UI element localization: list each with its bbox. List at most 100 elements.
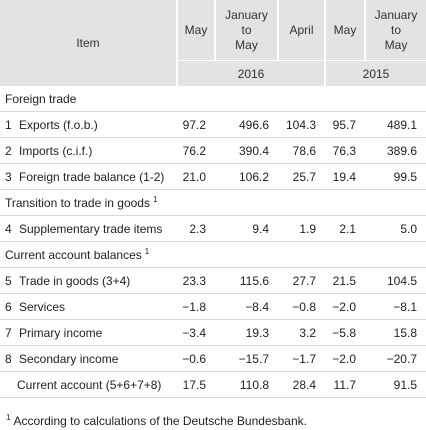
value-cell: 389.6 <box>365 137 426 164</box>
data-row: 8 Secondary income −0.6 −15.7 −1.7 −2.0 −20.7 <box>0 345 426 372</box>
data-row: 3 Foreign trade balance (1-2) 21.0 106.2 25.… <box>0 163 426 190</box>
table-body: Foreign trade 1 Exports (f.o.b.) 97.2 496.6 1… <box>0 86 426 398</box>
footnote-mark: 1 <box>6 413 11 422</box>
row-text: Services <box>19 299 66 314</box>
section-text: Current account balances <box>5 248 142 262</box>
row-number: 7 <box>5 325 12 340</box>
value-cell: 1.9 <box>278 215 325 242</box>
row-number: 6 <box>5 299 12 314</box>
row-text: Exports (f.o.b.) <box>19 117 98 132</box>
value-cell: 390.4 <box>215 137 278 164</box>
data-row: 2 Imports (c.i.f.) 76.2 390.4 78.6 76.3 389.6 <box>0 137 426 164</box>
header-line: May <box>333 22 357 37</box>
value-cell: −1.8 <box>177 293 215 320</box>
section-row: Foreign trade <box>0 86 426 112</box>
row-text: Trade in goods (3+4) <box>19 273 131 288</box>
row-number: 2 <box>5 143 12 158</box>
row-text: Primary income <box>19 325 103 340</box>
data-row: 7 Primary income −3.4 19.3 3.2 −5.8 15.8 <box>0 319 426 346</box>
header-line: May <box>384 37 408 52</box>
header-cell: May <box>176 0 215 61</box>
row-label: 1 Exports (f.o.b.) <box>0 111 177 138</box>
header-cell: May <box>324 0 365 61</box>
row-text: Foreign trade balance (1-2) <box>19 169 165 184</box>
header-cell: April <box>277 0 325 61</box>
value-cell: −20.7 <box>365 345 426 372</box>
value-cell: 489.1 <box>365 111 426 138</box>
row-number: 4 <box>5 221 12 236</box>
footnote-ref: 1 <box>144 247 150 256</box>
value-cell: 23.3 <box>177 267 215 294</box>
section-row: Current account balances 1 <box>0 241 426 268</box>
row-label: 6 Services <box>0 293 177 320</box>
value-cell: 110.8 <box>215 371 278 398</box>
value-cell: 91.5 <box>365 371 426 398</box>
value-cell: −0.8 <box>278 293 325 320</box>
header-cell: Item <box>0 0 177 86</box>
value-cell: 115.6 <box>215 267 278 294</box>
section-row: Transition to trade in goods 1 <box>0 189 426 216</box>
value-cell: −8.1 <box>365 293 426 320</box>
row-number: 1 <box>5 117 12 132</box>
row-text: Supplementary trade items <box>19 221 163 236</box>
data-row: Current account (5+6+7+8) 17.5 110.8 28.4 11… <box>0 371 426 398</box>
row-label: 2 Imports (c.i.f.) <box>0 137 177 164</box>
footnote-text: According to calculations of the Deutsch… <box>13 414 307 428</box>
row-text: Secondary income <box>19 351 119 366</box>
value-cell: −15.7 <box>215 345 278 372</box>
value-cell: 2.3 <box>177 215 215 242</box>
trade-table: Item May January to May April May January to May 2… <box>0 0 426 398</box>
data-row: 5 Trade in goods (3+4) 23.3 115.6 27.7 21.5 10… <box>0 267 426 294</box>
value-cell: 2.1 <box>325 215 365 242</box>
row-text: Current account (5+6+7+8) <box>17 377 162 392</box>
value-cell: −3.4 <box>177 319 215 346</box>
value-cell: 76.3 <box>325 137 365 164</box>
value-cell: 28.4 <box>278 371 325 398</box>
section-text: Transition to trade in goods <box>5 196 150 210</box>
section-title: Current account balances 1 <box>0 241 426 268</box>
row-number: 3 <box>5 169 12 184</box>
row-label: 8 Secondary income <box>0 345 177 372</box>
value-cell: 11.7 <box>325 371 365 398</box>
year-cell: 2016 <box>176 60 325 86</box>
row-label: 5 Trade in goods (3+4) <box>0 267 177 294</box>
value-cell: 19.4 <box>325 163 365 190</box>
value-cell: −2.0 <box>325 345 365 372</box>
header-row: Item May January to May April May January to May <box>0 0 426 86</box>
value-cell: 17.5 <box>177 371 215 398</box>
value-cell: 104.5 <box>365 267 426 294</box>
header-line: January <box>225 7 268 22</box>
row-label: 4 Supplementary trade items <box>0 215 177 242</box>
value-cell: −5.8 <box>325 319 365 346</box>
value-cell: 25.7 <box>278 163 325 190</box>
value-cell: 76.2 <box>177 137 215 164</box>
header-line: May <box>235 37 258 52</box>
row-number: 8 <box>5 351 12 366</box>
value-cell: −8.4 <box>215 293 278 320</box>
header-line: April <box>289 22 314 37</box>
row-label: Current account (5+6+7+8) <box>0 371 177 398</box>
row-number: 5 <box>5 273 12 288</box>
row-label: 7 Primary income <box>0 319 177 346</box>
header-cell: January to May <box>364 0 426 61</box>
value-cell: −1.7 <box>278 345 325 372</box>
value-cell: 106.2 <box>215 163 278 190</box>
data-row: 6 Services −1.8 −8.4 −0.8 −2.0 −8.1 <box>0 293 426 320</box>
value-cell: 78.6 <box>278 137 325 164</box>
row-label: 3 Foreign trade balance (1-2) <box>0 163 177 190</box>
footnote: 1 According to calculations of the Deutsc… <box>6 413 307 428</box>
value-cell: 95.7 <box>325 111 365 138</box>
header-cell: January to May <box>214 0 278 61</box>
row-text: Imports (c.i.f.) <box>19 143 93 158</box>
data-row: 4 Supplementary trade items 2.3 9.4 1.9 2.1 5.… <box>0 215 426 242</box>
year-cell: 2015 <box>324 60 426 86</box>
data-row: 1 Exports (f.o.b.) 97.2 496.6 104.3 95.7 489.1 <box>0 111 426 138</box>
value-cell: 27.7 <box>278 267 325 294</box>
header-line: May <box>184 22 208 37</box>
value-cell: 3.2 <box>278 319 325 346</box>
value-cell: 9.4 <box>215 215 278 242</box>
header-line: January <box>374 7 418 22</box>
value-cell: 5.0 <box>365 215 426 242</box>
footnote-ref: 1 <box>152 195 158 204</box>
section-title: Transition to trade in goods 1 <box>0 189 426 216</box>
